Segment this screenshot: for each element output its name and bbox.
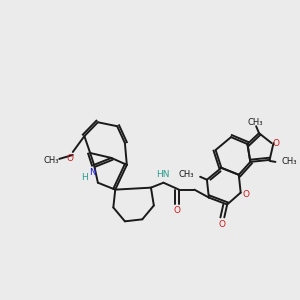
Text: CH₃: CH₃ <box>179 170 194 179</box>
Text: O: O <box>66 154 74 164</box>
Text: N: N <box>89 168 95 177</box>
Text: CH₃: CH₃ <box>248 118 263 127</box>
Text: O: O <box>273 139 280 148</box>
Text: H: H <box>81 173 88 182</box>
Text: O: O <box>173 206 181 215</box>
Text: HN: HN <box>156 170 169 179</box>
Text: O: O <box>242 190 249 199</box>
Text: O: O <box>219 220 226 229</box>
Text: CH₃: CH₃ <box>44 156 59 165</box>
Text: CH₃: CH₃ <box>281 158 297 166</box>
